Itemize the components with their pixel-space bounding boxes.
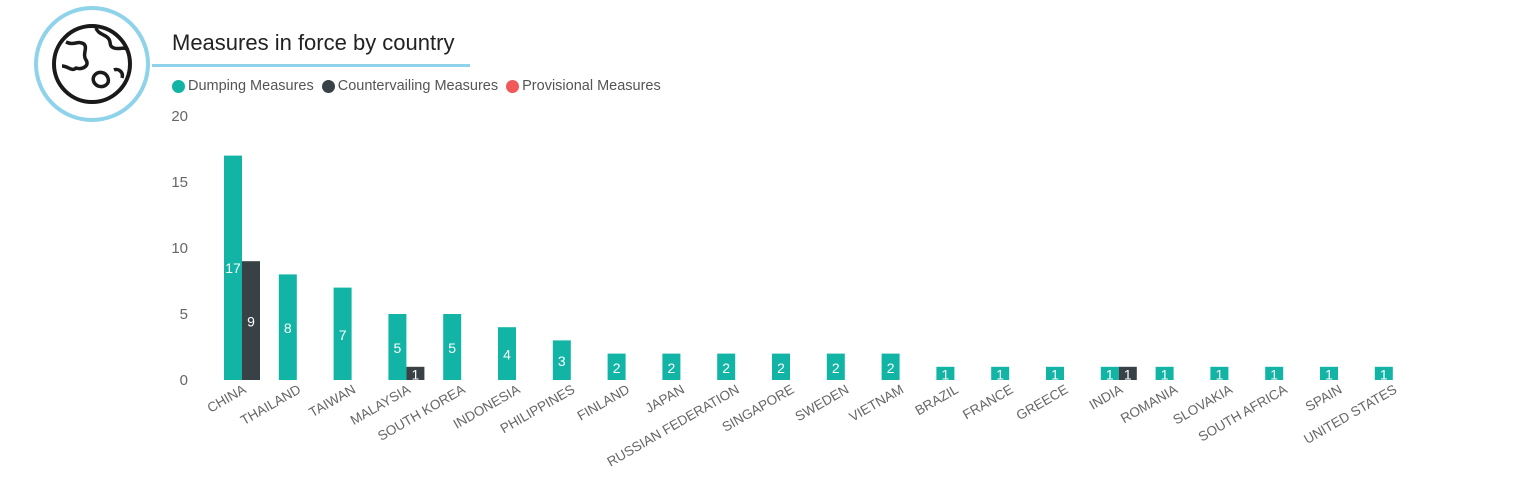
bar-dumping [1320, 366, 1338, 380]
data-label-dumping: 2 [887, 360, 895, 376]
data-label-dumping: 1 [1216, 366, 1224, 382]
bar-dumping [1210, 366, 1229, 380]
legend-swatch-dumping [172, 79, 185, 93]
bar-dumping [1046, 366, 1064, 380]
bar-dumping [826, 353, 845, 380]
y-tick-label: 0 [180, 372, 188, 389]
data-label-dumping: 1 [996, 366, 1004, 382]
x-tick-label: VIETNAM [847, 382, 906, 425]
data-label-countervailing: 1 [412, 366, 420, 382]
bar-dumping [443, 314, 462, 380]
bar-dumping [662, 353, 681, 380]
bar-dumping [607, 353, 626, 380]
bar-dumping [936, 366, 955, 380]
x-tick-label: ROMANIA [1118, 382, 1180, 426]
data-label-countervailing: 9 [247, 314, 255, 330]
data-label-dumping: 2 [613, 360, 621, 376]
data-label-dumping: 17 [225, 260, 241, 276]
legend-label-countervailing: Countervailing Measures [337, 78, 499, 94]
bar-dumping [498, 327, 516, 380]
y-tick-label: 20 [171, 108, 188, 125]
bar-dumping [881, 353, 900, 380]
legend-item-countervailing[interactable]: Countervailing Measures [321, 78, 499, 94]
bar-dumping [1265, 366, 1284, 380]
x-tick-label: BRAZIL [912, 381, 961, 418]
data-label-dumping: 5 [394, 340, 402, 356]
bar-dumping [278, 274, 297, 380]
x-tick-label: SWEDEN [792, 382, 851, 425]
y-tick-label: 15 [171, 174, 188, 191]
chart-legend: Dumping Measures Countervailing Measures… [172, 78, 661, 94]
globe-icon [52, 24, 132, 104]
bar-dumping [991, 366, 1010, 380]
data-label-dumping: 8 [284, 320, 292, 336]
x-tick-label: FINLAND [575, 381, 633, 423]
bar-dumping [1155, 366, 1174, 380]
data-label-dumping: 1 [942, 366, 950, 382]
y-tick-label: 5 [180, 306, 188, 323]
bar-dumping [772, 353, 790, 380]
bar-dumping [552, 340, 571, 380]
bar-dumping [224, 155, 242, 380]
data-label-countervailing: 1 [1124, 366, 1132, 382]
legend-swatch-countervailing [321, 79, 335, 93]
data-label-dumping: 2 [668, 360, 676, 376]
legend-item-dumping[interactable]: Dumping Measures [172, 78, 314, 94]
data-label-dumping: 4 [503, 347, 511, 363]
data-label-dumping: 1 [1380, 366, 1388, 382]
data-label-dumping: 2 [832, 360, 840, 376]
x-tick-label: THAILAND [238, 381, 304, 427]
legend-item-provisional[interactable]: Provisional Measures [506, 78, 661, 94]
legend-swatch-provisional [506, 79, 520, 93]
bar-countervailing [242, 261, 260, 380]
data-label-dumping: 3 [558, 353, 566, 369]
data-label-dumping: 7 [339, 327, 347, 343]
x-tick-label: SPAIN [1303, 382, 1345, 415]
chart-title: Measures in force by country [172, 30, 455, 55]
bar-dumping [717, 353, 736, 380]
data-label-dumping: 2 [777, 360, 785, 376]
data-label-dumping: 1 [1161, 366, 1169, 382]
x-tick-label: UNITED STATES [1301, 382, 1399, 447]
data-label-dumping: 1 [1325, 366, 1333, 382]
x-tick-label: INDIA [1087, 382, 1126, 413]
x-tick-label: GREECE [1014, 382, 1071, 423]
data-label-dumping: 1 [1106, 366, 1114, 382]
y-tick-label: 10 [171, 240, 188, 257]
bar-countervailing [1118, 366, 1137, 380]
globe-badge [34, 6, 150, 122]
bar-countervailing [406, 366, 425, 380]
x-tick-label: CHINA [205, 382, 249, 416]
legend-label-dumping: Dumping Measures [188, 78, 314, 94]
data-label-dumping: 1 [1051, 366, 1059, 382]
x-tick-label: FRANCE [960, 382, 1016, 423]
bar-dumping [388, 314, 407, 380]
title-underline [152, 64, 470, 67]
bar-dumping [1374, 366, 1393, 380]
legend-label-provisional: Provisional Measures [522, 78, 661, 94]
x-tick-label: JAPAN [643, 382, 687, 416]
data-label-dumping: 2 [722, 360, 730, 376]
data-label-dumping: 1 [1270, 366, 1278, 382]
bar-dumping [333, 287, 352, 380]
bar-dumping [1100, 366, 1119, 380]
data-label-dumping: 5 [448, 340, 456, 356]
